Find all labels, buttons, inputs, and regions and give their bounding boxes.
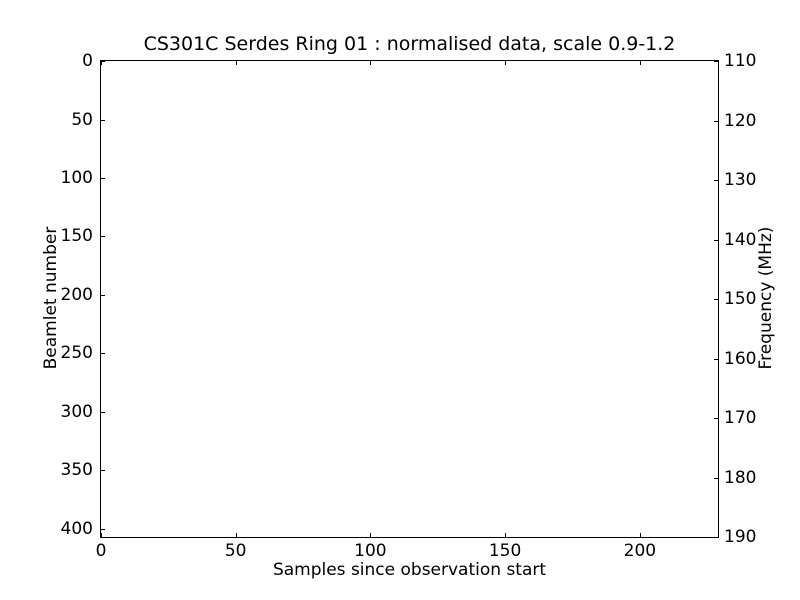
y-left-tick-mark [101,236,105,238]
y-left-tick-label: 100 [60,168,93,188]
y-right-tick-mark [714,61,718,62]
y-left-tick-mark [101,119,105,121]
x-tick-label: 150 [488,541,522,561]
y-right-tick-label: 150 [724,289,757,309]
y-right-tick-label: 160 [724,348,757,369]
x-tick-mark-top [505,61,507,65]
y-right-tick-mark [714,477,718,479]
y-left-tick-label: 150 [60,226,93,247]
y-right-tick-mark [714,537,718,538]
x-tick-label: 0 [95,541,107,561]
y-left-tick-mark [101,294,105,296]
y-left-tick-label: 0 [82,51,93,71]
x-tick-mark-top [235,61,237,65]
y-right-tick-mark [714,299,718,300]
y-left-tick-label: 200 [60,284,93,305]
x-tick-label: 100 [354,541,387,561]
y-right-tick-mark [714,180,718,181]
y-right-tick-mark [714,358,718,360]
x-tick-mark-top [370,61,372,65]
y-left-tick-mark [101,411,105,413]
x-tick-mark-bottom [639,533,641,537]
y-right-tick-label: 180 [724,467,757,488]
y-left-tick-mark [101,61,105,62]
y-right-tick-mark [714,239,718,241]
y-right-tick-mark [714,418,718,419]
chart-title: CS301C Serdes Ring 01 : normalised data,… [143,33,676,55]
y-left-tick-mark [101,353,105,355]
x-tick-mark-top [101,61,102,65]
x-tick-label: 50 [224,541,247,561]
x-tick-mark-bottom [370,533,372,537]
y-right-tick-mark [714,120,718,122]
x-tick-mark-top [639,61,641,65]
x-tick-label: 200 [623,541,657,561]
x-tick-mark-bottom [505,533,507,537]
y-right-tick-label: 130 [724,170,757,190]
y-left-tick-label: 400 [60,518,93,539]
y-right-tick-label: 120 [724,110,757,131]
y-right-tick-label: 110 [724,51,757,71]
y-left-tick-label: 350 [60,460,93,481]
y-left-tick-mark [101,470,105,472]
x-tick-mark-bottom [235,533,237,537]
y-right-tick-label: 170 [724,408,757,428]
y-axis-label-right: Frequency (MHz) [756,226,776,370]
y-left-tick-mark [101,528,105,530]
y-left-tick-label: 300 [60,401,93,422]
y-left-tick-mark [101,178,105,179]
plot-area [100,60,719,538]
x-axis-label: Samples since observation start [272,560,547,580]
y-left-tick-label: 250 [60,343,93,364]
x-tick-mark-bottom [101,533,102,537]
y-right-tick-label: 190 [724,527,757,547]
y-left-tick-label: 50 [71,109,93,130]
y-right-tick-label: 140 [724,229,757,250]
